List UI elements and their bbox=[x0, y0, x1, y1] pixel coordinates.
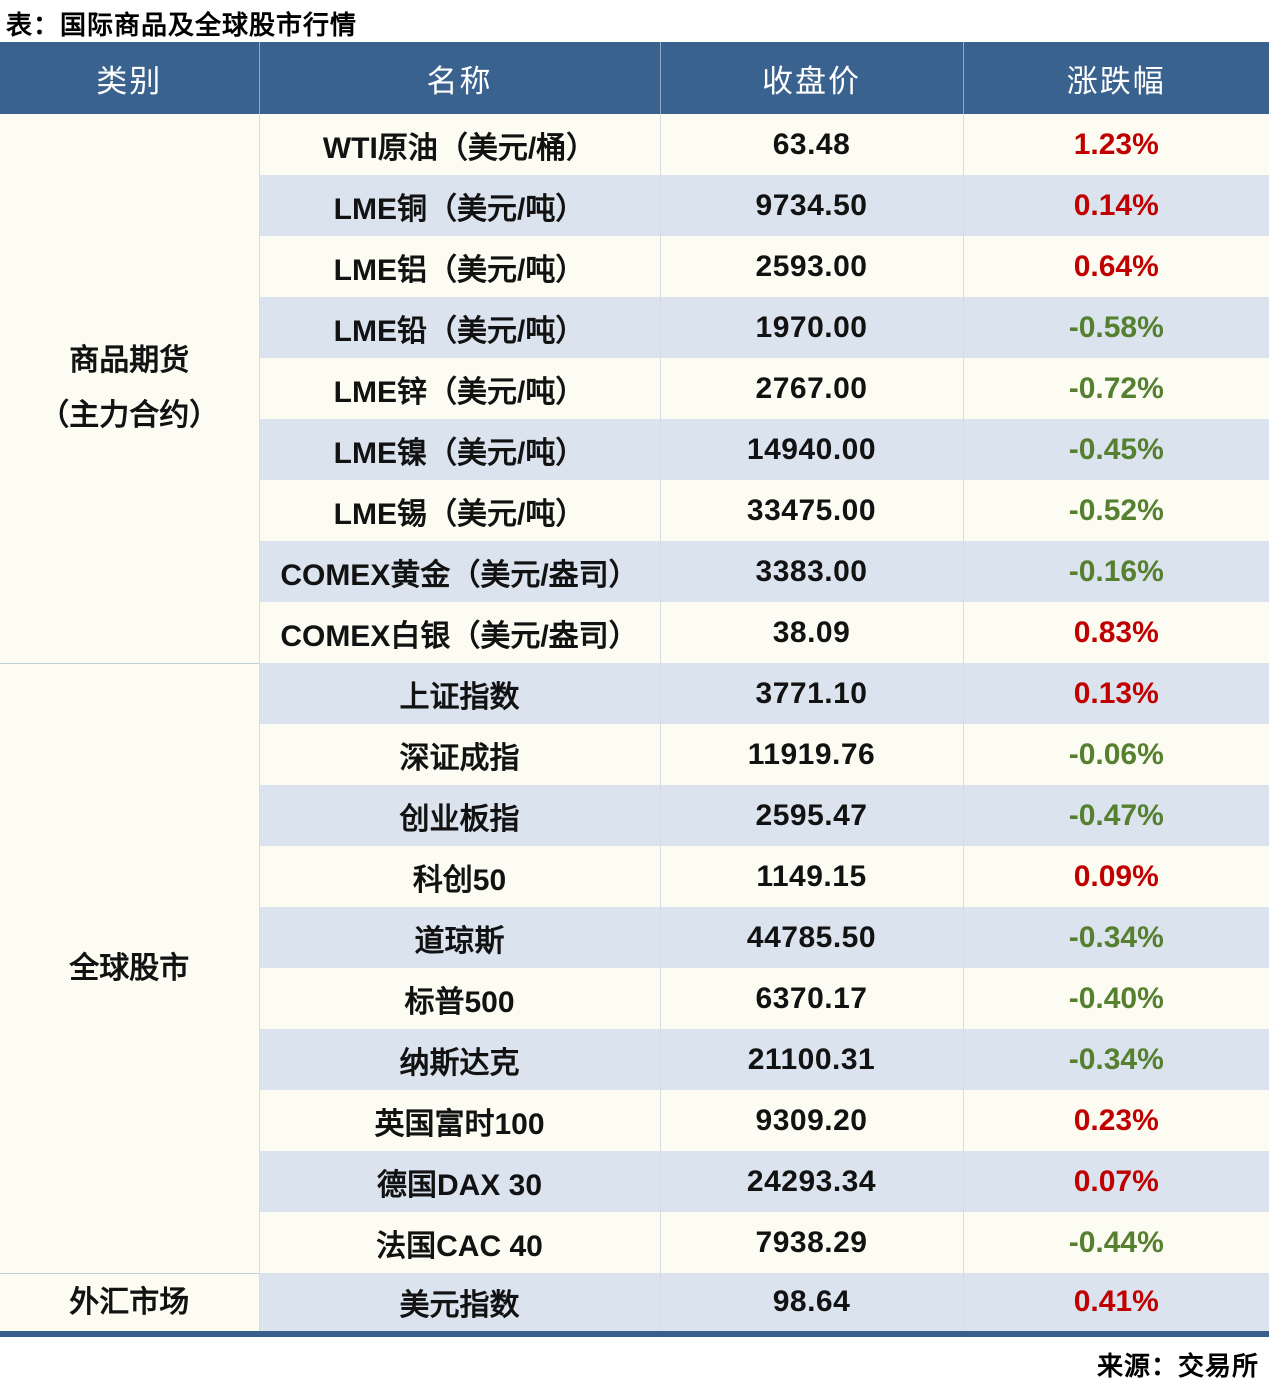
name-cell: 深证成指 bbox=[259, 724, 661, 785]
name-cell: 创业板指 bbox=[259, 785, 661, 846]
table-row: 法国CAC 40 7938.29 -0.44% bbox=[0, 1212, 1269, 1273]
column-header-change: 涨跌幅 bbox=[963, 42, 1269, 114]
change-cell: -0.16% bbox=[963, 541, 1269, 602]
category-label-line: 外汇市场 bbox=[69, 1285, 190, 1319]
column-header-close: 收盘价 bbox=[660, 42, 964, 114]
close-cell: 3771.10 bbox=[660, 663, 964, 724]
name-cell: 上证指数 bbox=[259, 663, 661, 724]
name-cell: 纳斯达克 bbox=[259, 1029, 661, 1090]
name-cell: LME铜（美元/吨） bbox=[259, 175, 661, 236]
table-row: 外汇市场 美元指数 98.64 0.41% bbox=[0, 1272, 1269, 1334]
table-body: 商品期货 （主力合约） WTI原油（美元/桶） 63.48 1.23% LME铜… bbox=[0, 114, 1269, 1334]
name-cell: 德国DAX 30 bbox=[259, 1151, 661, 1212]
close-cell: 24293.34 bbox=[660, 1151, 964, 1212]
change-cell: -0.52% bbox=[963, 480, 1269, 541]
close-cell: 44785.50 bbox=[660, 907, 964, 968]
change-cell: -0.45% bbox=[963, 419, 1269, 480]
change-cell: 0.13% bbox=[963, 663, 1269, 724]
change-cell: 1.23% bbox=[963, 114, 1269, 175]
table-row: 纳斯达克 21100.31 -0.34% bbox=[0, 1029, 1269, 1090]
table-row: LME锡（美元/吨） 33475.00 -0.52% bbox=[0, 480, 1269, 541]
close-cell: 2767.00 bbox=[660, 358, 964, 419]
name-cell: 美元指数 bbox=[259, 1273, 661, 1334]
category-label-line: 商品期货 bbox=[69, 344, 190, 378]
name-cell: 道琼斯 bbox=[259, 907, 661, 968]
close-cell: 98.64 bbox=[660, 1273, 964, 1334]
change-cell: -0.40% bbox=[963, 968, 1269, 1029]
close-cell: 63.48 bbox=[660, 114, 964, 175]
table-row: LME镍（美元/吨） 14940.00 -0.45% bbox=[0, 419, 1269, 480]
close-cell: 33475.00 bbox=[660, 480, 964, 541]
close-cell: 38.09 bbox=[660, 602, 964, 663]
table-row: COMEX黄金（美元/盎司） 3383.00 -0.16% bbox=[0, 541, 1269, 602]
name-cell: WTI原油（美元/桶） bbox=[259, 114, 661, 175]
change-cell: -0.34% bbox=[963, 907, 1269, 968]
table-row: 商品期货 （主力合约） WTI原油（美元/桶） 63.48 1.23% bbox=[0, 114, 1269, 663]
table-row: LME铅（美元/吨） 1970.00 -0.58% bbox=[0, 297, 1269, 358]
close-cell: 6370.17 bbox=[660, 968, 964, 1029]
category-label-line: （主力合约） bbox=[39, 399, 220, 433]
close-cell: 9734.50 bbox=[660, 175, 964, 236]
close-cell: 11919.76 bbox=[660, 724, 964, 785]
change-cell: 0.23% bbox=[963, 1090, 1269, 1151]
close-cell: 1970.00 bbox=[660, 297, 964, 358]
change-cell: 0.64% bbox=[963, 236, 1269, 297]
category-label-line: 全球股市 bbox=[69, 951, 190, 985]
name-cell: LME镍（美元/吨） bbox=[259, 419, 661, 480]
table-row: 德国DAX 30 24293.34 0.07% bbox=[0, 1151, 1269, 1212]
table-row: LME铜（美元/吨） 9734.50 0.14% bbox=[0, 175, 1269, 236]
page-title: 表：国际商品及全球股市行情 bbox=[6, 10, 358, 40]
table-row: 标普500 6370.17 -0.40% bbox=[0, 968, 1269, 1029]
source-note: 来源：交易所 bbox=[1096, 1351, 1259, 1381]
change-cell: 0.41% bbox=[963, 1273, 1269, 1334]
table-row: LME锌（美元/吨） 2767.00 -0.72% bbox=[0, 358, 1269, 419]
category-cell-global-stocks: 全球股市 bbox=[0, 662, 260, 1273]
change-cell: 0.83% bbox=[963, 602, 1269, 663]
market-quotes-table: 类别 名称 收盘价 涨跌幅 商品期货 （主力合约） WTI原油（美元/桶） 63… bbox=[0, 42, 1269, 1337]
change-cell: -0.34% bbox=[963, 1029, 1269, 1090]
table-row: 科创50 1149.15 0.09% bbox=[0, 846, 1269, 907]
category-cell-forex: 外汇市场 bbox=[0, 1272, 260, 1334]
name-cell: COMEX白银（美元/盎司） bbox=[259, 602, 661, 663]
column-header-category: 类别 bbox=[0, 42, 260, 114]
header-row: 类别 名称 收盘价 涨跌幅 bbox=[0, 42, 1269, 114]
change-cell: 0.07% bbox=[963, 1151, 1269, 1212]
close-cell: 9309.20 bbox=[660, 1090, 964, 1151]
change-cell: -0.58% bbox=[963, 297, 1269, 358]
change-cell: -0.47% bbox=[963, 785, 1269, 846]
close-cell: 2593.00 bbox=[660, 236, 964, 297]
change-cell: -0.06% bbox=[963, 724, 1269, 785]
close-cell: 7938.29 bbox=[660, 1212, 964, 1273]
table-row: 道琼斯 44785.50 -0.34% bbox=[0, 907, 1269, 968]
name-cell: LME铅（美元/吨） bbox=[259, 297, 661, 358]
close-cell: 2595.47 bbox=[660, 785, 964, 846]
table-row: 全球股市 上证指数 3771.10 0.13% bbox=[0, 662, 1269, 1273]
name-cell: LME锡（美元/吨） bbox=[259, 480, 661, 541]
change-cell: -0.72% bbox=[963, 358, 1269, 419]
table-row: 深证成指 11919.76 -0.06% bbox=[0, 724, 1269, 785]
table-row: LME铝（美元/吨） 2593.00 0.64% bbox=[0, 236, 1269, 297]
name-cell: LME锌（美元/吨） bbox=[259, 358, 661, 419]
close-cell: 3383.00 bbox=[660, 541, 964, 602]
close-cell: 21100.31 bbox=[660, 1029, 964, 1090]
close-cell: 14940.00 bbox=[660, 419, 964, 480]
name-cell: LME铝（美元/吨） bbox=[259, 236, 661, 297]
name-cell: 法国CAC 40 bbox=[259, 1212, 661, 1273]
table-header: 类别 名称 收盘价 涨跌幅 bbox=[0, 42, 1269, 114]
table-row: 英国富时100 9309.20 0.23% bbox=[0, 1090, 1269, 1151]
name-cell: 科创50 bbox=[259, 846, 661, 907]
name-cell: COMEX黄金（美元/盎司） bbox=[259, 541, 661, 602]
change-cell: 0.14% bbox=[963, 175, 1269, 236]
column-header-name: 名称 bbox=[259, 42, 661, 114]
change-cell: -0.44% bbox=[963, 1212, 1269, 1273]
table-row: 创业板指 2595.47 -0.47% bbox=[0, 785, 1269, 846]
change-cell: 0.09% bbox=[963, 846, 1269, 907]
close-cell: 1149.15 bbox=[660, 846, 964, 907]
name-cell: 英国富时100 bbox=[259, 1090, 661, 1151]
name-cell: 标普500 bbox=[259, 968, 661, 1029]
category-cell-commodity-futures: 商品期货 （主力合约） bbox=[0, 114, 260, 663]
table-row: COMEX白银（美元/盎司） 38.09 0.83% bbox=[0, 602, 1269, 663]
